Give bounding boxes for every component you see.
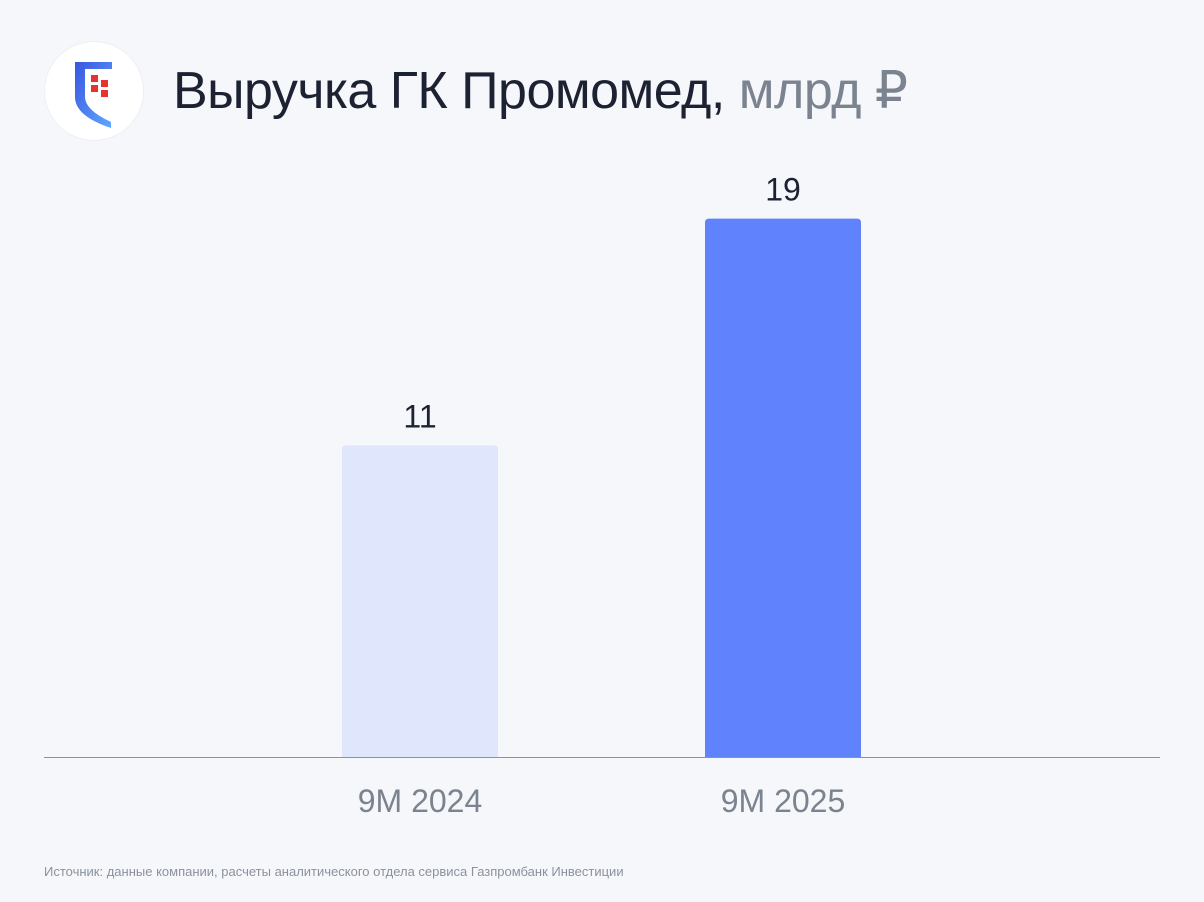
chart-title: Выручка ГК Промомед, млрд ₽ — [173, 58, 908, 124]
x-tick-label-0: 9M 2024 — [358, 783, 483, 819]
bar-0 — [342, 445, 498, 757]
source-note: Источник: данные компании, расчеты анали… — [44, 864, 624, 879]
x-tick-label-1: 9M 2025 — [721, 783, 846, 819]
chart-title-unit: млрд ₽ — [738, 62, 908, 120]
chart-title-text: Выручка ГК Промомед, — [173, 62, 725, 120]
company-logo — [45, 42, 143, 140]
bar-1 — [705, 218, 861, 758]
data-label-1: 19 — [765, 172, 801, 208]
promomed-shield-icon — [75, 62, 112, 128]
data-label-0: 11 — [403, 398, 436, 434]
